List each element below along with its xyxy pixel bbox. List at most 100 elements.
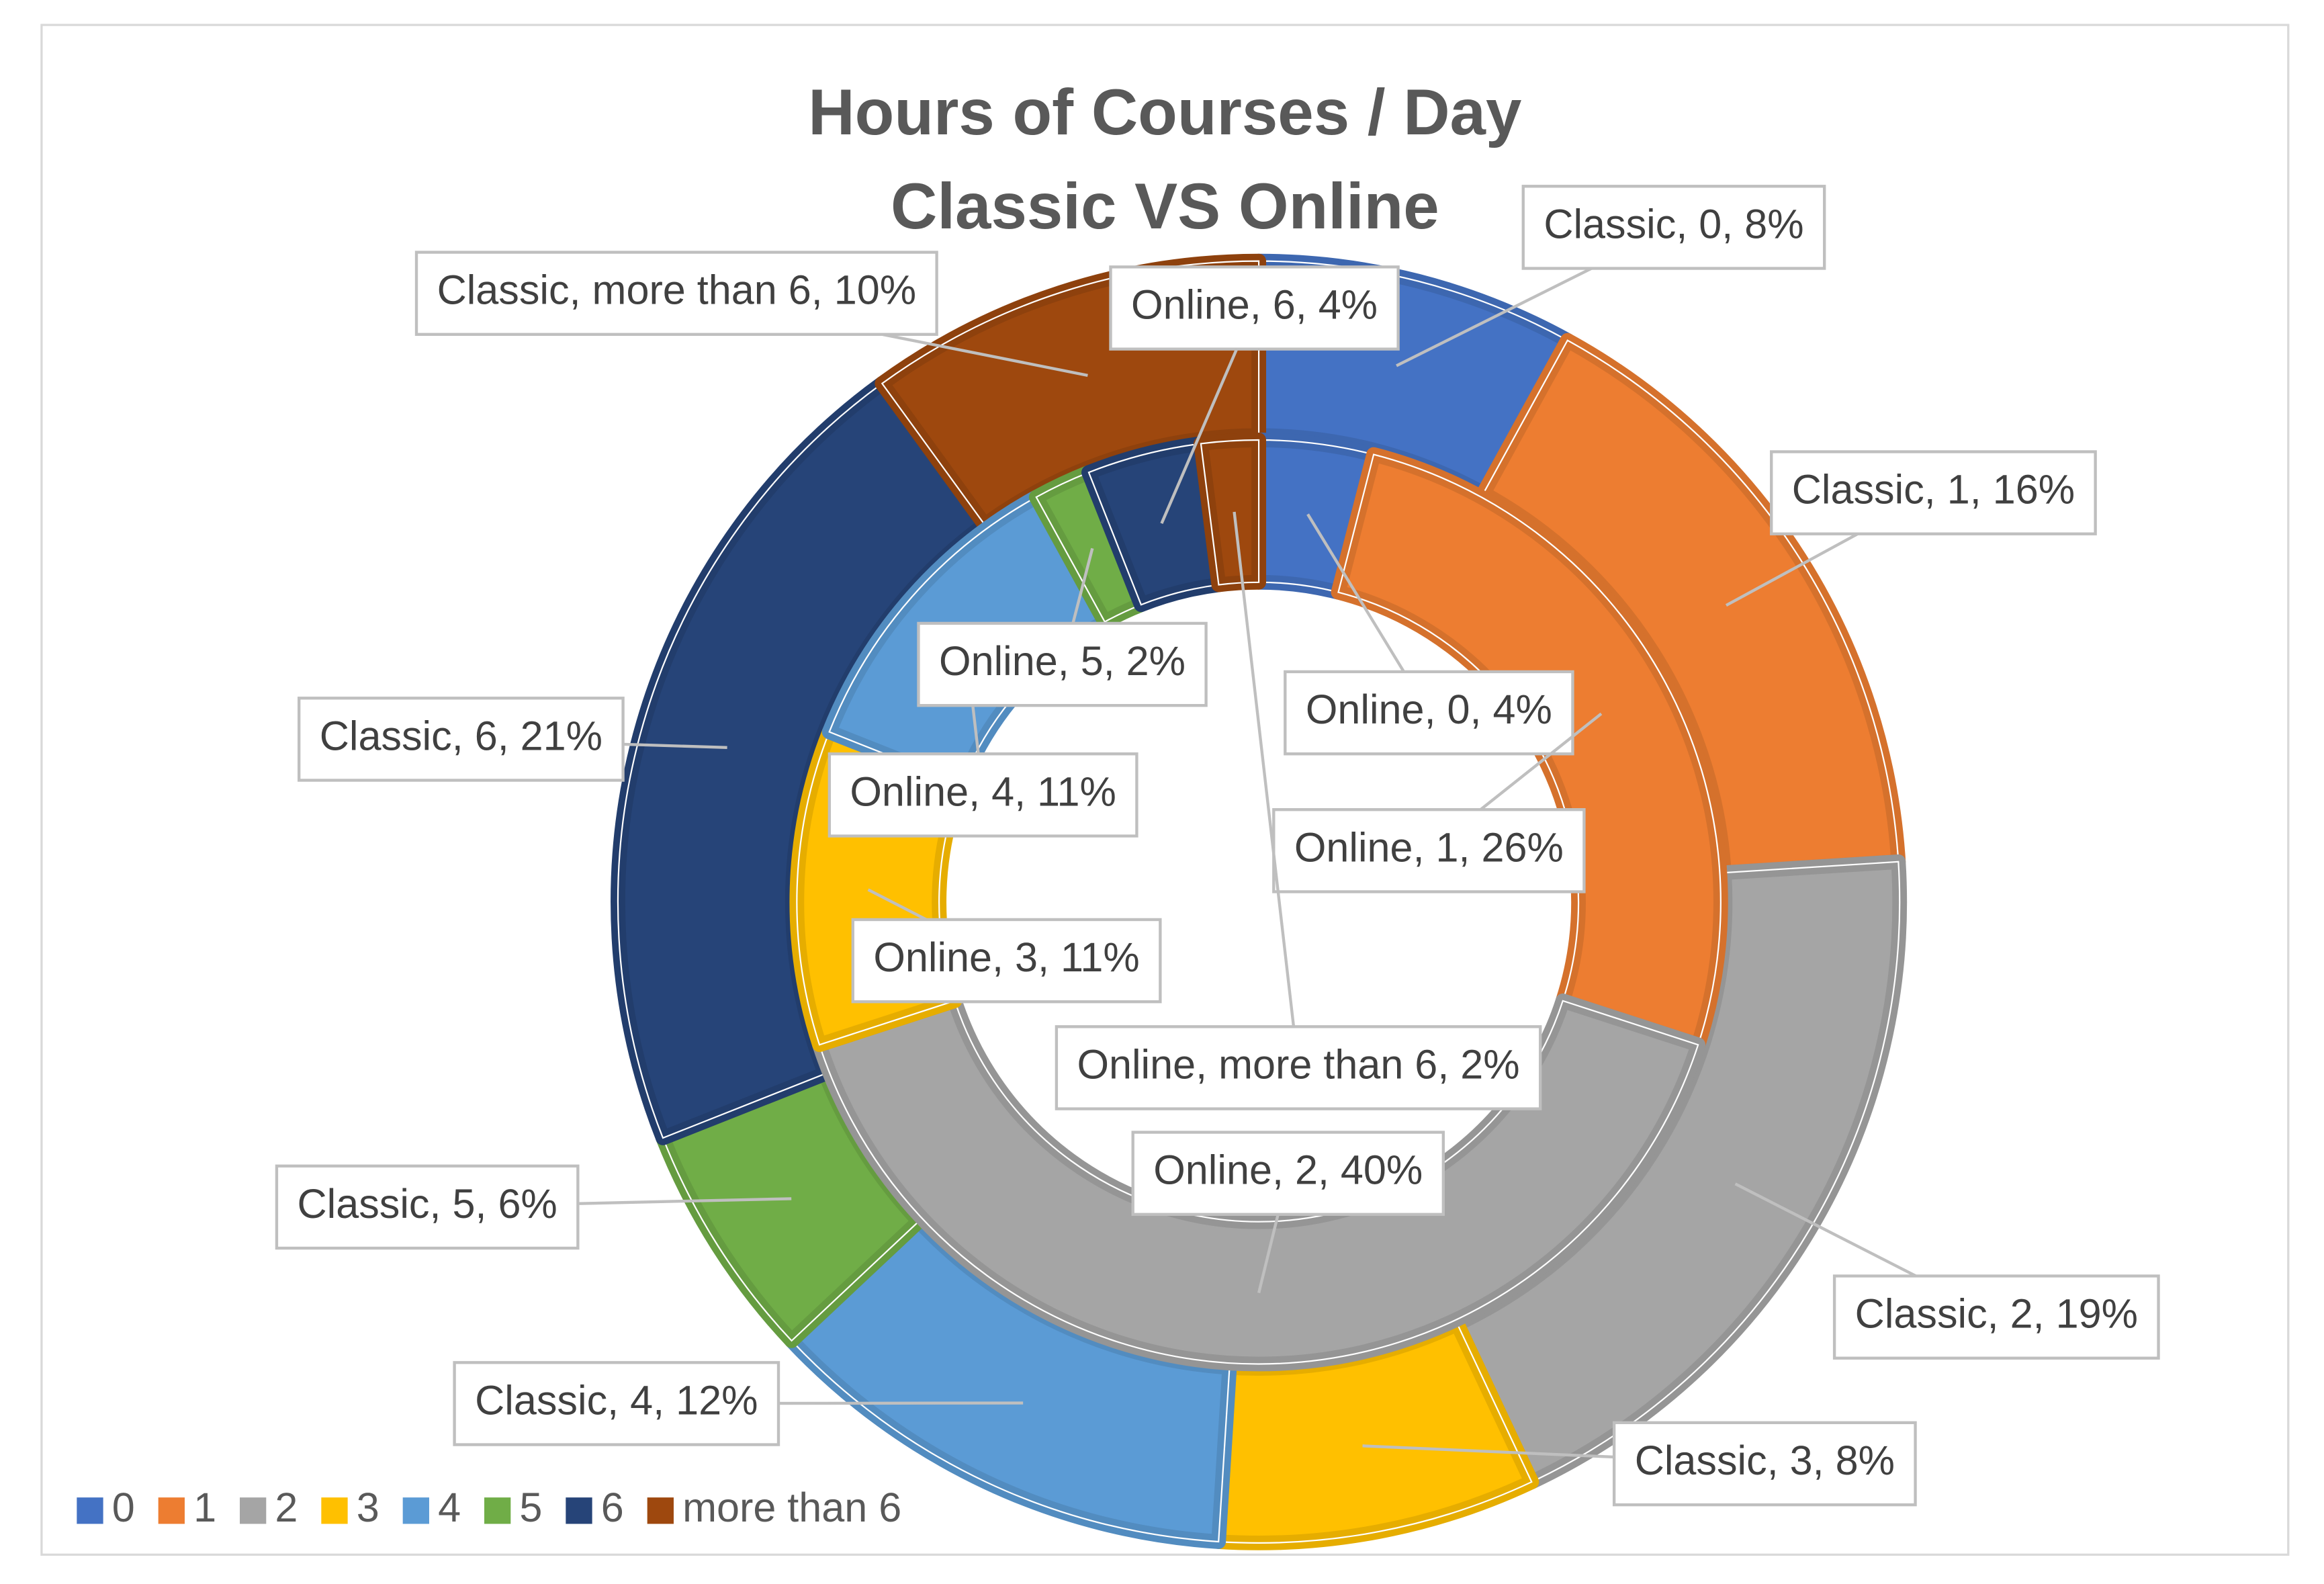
label-part: Classic [1792, 467, 1924, 513]
label-part: 1 [1436, 824, 1459, 870]
data-label: Online, more than 6, 2% [1055, 511, 1542, 1110]
legend-swatch [566, 1497, 592, 1524]
label-part: 0 [1447, 687, 1470, 732]
label-part: 12% [676, 1378, 758, 1423]
label-part: 2 [2010, 1291, 2033, 1337]
data-label: Classic, 2, 19% [1734, 1182, 2160, 1360]
label-part: Online [939, 638, 1058, 684]
label-text: Classic, 1, 16% [1792, 467, 2075, 513]
data-label: Online, 6, 4% [1109, 265, 1400, 525]
label-part: Classic [437, 267, 570, 313]
label-box [297, 697, 625, 782]
label-part: 0 [1699, 202, 1722, 247]
label-text: Classic, 3, 8% [1635, 1438, 1895, 1483]
label-part: Online [873, 934, 992, 980]
legend-swatch [484, 1497, 511, 1524]
label-part: Online [1153, 1147, 1272, 1193]
label-part: Online [1294, 824, 1413, 870]
label-box [1109, 265, 1400, 351]
label-part: Classic [1855, 1291, 1987, 1337]
data-label: Classic, more than 6, 10% [414, 251, 1088, 378]
label-box [1770, 450, 2097, 535]
label-text: Online, more than 6, 2% [1077, 1042, 1519, 1088]
data-label: Classic, 0, 8% [1396, 185, 1826, 367]
legend-label: 6 [601, 1485, 624, 1530]
data-label: Classic, 5, 6% [275, 1164, 792, 1250]
data-label: Online, 1, 26% [1272, 712, 1603, 893]
label-part: 8% [1836, 1438, 1895, 1483]
data-label: Online, 4, 11% [828, 643, 1138, 838]
label-part: Online [850, 769, 969, 815]
data-label: Online, 5, 2% [917, 547, 1208, 707]
leader-line [1233, 511, 1300, 1068]
legend-swatch [321, 1497, 348, 1524]
data-label: Online, 3, 11% [851, 888, 1162, 1004]
label-text: Online, 1, 26% [1294, 824, 1564, 870]
legend-label: 4 [438, 1485, 461, 1530]
legend-swatch [158, 1497, 185, 1524]
label-box [414, 251, 938, 336]
legend-label: 3 [357, 1485, 379, 1530]
label-part: 10% [834, 267, 916, 313]
label-text: Online, 5, 2% [939, 638, 1186, 684]
label-part: 11% [1061, 934, 1140, 980]
label-part: 4% [1319, 282, 1378, 328]
label-part: more than 6 [1218, 1042, 1437, 1088]
label-part: 5 [1081, 638, 1104, 684]
label-part: 2% [1126, 638, 1186, 684]
data-labels: Classic, 0, 8% Classic, 1, 16% Classic, 2,… [275, 185, 2160, 1507]
label-part: Online [1306, 687, 1425, 732]
label-text: Online, 0, 4% [1306, 687, 1552, 732]
label-part: 40% [1341, 1147, 1423, 1193]
label-part: 1 [1947, 467, 1970, 513]
legend-swatch [647, 1497, 674, 1524]
legend-swatch [402, 1497, 429, 1524]
label-box [453, 1361, 780, 1446]
label-part: 21% [521, 713, 602, 759]
label-part: Classic [1635, 1438, 1767, 1483]
label-part: 4% [1493, 687, 1552, 732]
label-part: 4 [991, 769, 1014, 815]
label-part: 19% [2056, 1291, 2138, 1337]
label-box [1832, 1274, 2160, 1360]
data-label: Classic, 3, 8% [1362, 1421, 1917, 1507]
legend-label: 0 [112, 1485, 135, 1530]
chart-title: Hours of Courses / Day [808, 77, 1521, 148]
label-part: Classic [1544, 202, 1676, 247]
label-part: 11% [1037, 769, 1116, 815]
label-box [828, 752, 1138, 838]
label-text: Classic, 4, 12% [475, 1378, 758, 1423]
slice-edge [1200, 439, 1260, 586]
legend-label: 2 [275, 1485, 298, 1530]
label-part: 4 [630, 1378, 653, 1423]
label-part: 26% [1482, 824, 1564, 870]
label-text: Online, 4, 11% [850, 769, 1116, 815]
label-box [917, 621, 1208, 707]
label-box [1521, 185, 1826, 270]
data-label: Classic, 1, 16% [1725, 450, 2097, 607]
label-part: 2% [1460, 1042, 1519, 1088]
legend-label: more than 6 [682, 1485, 901, 1530]
label-part: 8% [1744, 202, 1803, 247]
legend-swatch [77, 1497, 103, 1524]
legend-label: 5 [519, 1485, 542, 1530]
label-box [275, 1164, 580, 1250]
label-box [1055, 1025, 1542, 1110]
legend-swatch [240, 1497, 267, 1524]
legend: 0 1 2 3 4 5 6 more than 6 [77, 1485, 901, 1530]
label-part: 3 [1015, 934, 1038, 980]
label-box [1272, 808, 1586, 893]
label-box [851, 918, 1162, 1004]
label-part: 3 [1790, 1438, 1813, 1483]
label-part: Classic [298, 1181, 430, 1227]
label-part: 2 [1295, 1147, 1318, 1193]
label-part: Online [1077, 1042, 1196, 1088]
label-text: Online, 3, 11% [873, 934, 1139, 980]
label-part: 6% [498, 1181, 557, 1227]
label-box [1131, 1131, 1445, 1216]
data-label: Online, 2, 40% [1131, 1131, 1445, 1294]
label-text: Online, 6, 4% [1131, 282, 1378, 328]
label-part: 5 [452, 1181, 475, 1227]
